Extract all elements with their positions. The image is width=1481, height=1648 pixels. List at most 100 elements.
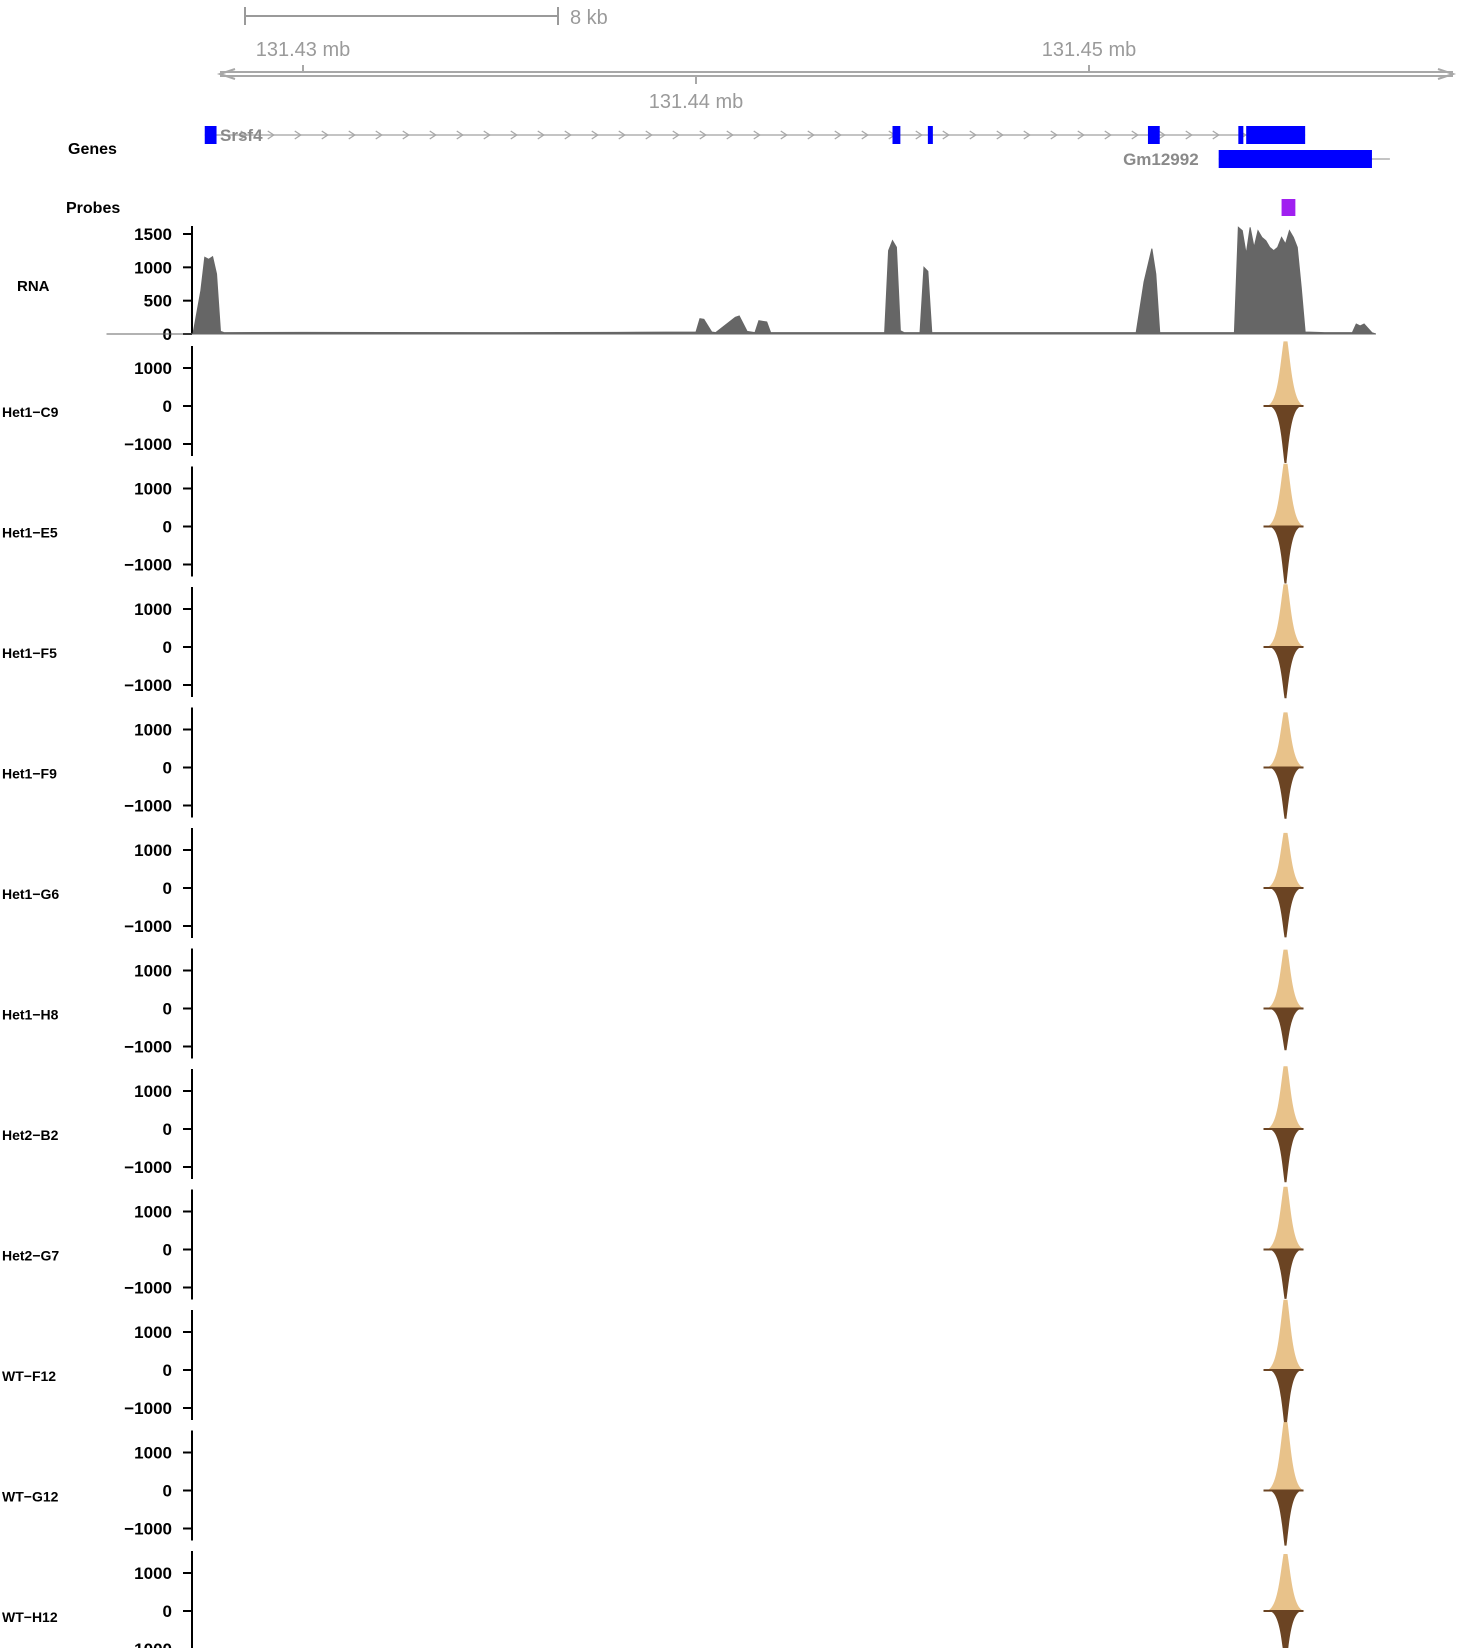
exon [927, 126, 933, 144]
strand-arrow [510, 130, 518, 140]
sample-y-tick-label: −1000 [124, 1158, 172, 1177]
sample-y-tick-label: 0 [163, 1120, 172, 1139]
positive-peak [1266, 1066, 1305, 1129]
strand-arrow [456, 130, 464, 140]
sample-y-tick-label: −1000 [124, 556, 172, 575]
sample-y-tick-label: −1000 [124, 676, 172, 695]
sample-y-tick-label: 0 [163, 397, 172, 416]
probes-track-label: Probes [66, 200, 120, 217]
sample-y-tick-label: 1000 [134, 721, 172, 740]
sample-track: −1000 0 1000 Het1−F9 [2, 707, 1305, 819]
negative-peak [1269, 1008, 1302, 1051]
strand-arrow [834, 130, 842, 140]
sample-track: −1000 0 1000 WT−G12 [2, 1422, 1305, 1546]
strand-arrow [699, 130, 707, 140]
positive-peak [1266, 1299, 1305, 1370]
positive-peak [1266, 832, 1305, 888]
sample-y-tick-label: −1000 [124, 1279, 172, 1298]
sample-y-tick-label: −1000 [124, 435, 172, 454]
sample-y-tick-label: −1000 [124, 1038, 172, 1057]
negative-peak [1269, 888, 1302, 938]
genes-track-label: Genes [68, 141, 117, 158]
sample-y-tick-label: 1000 [134, 1444, 172, 1463]
sample-label: Het2−G7 [2, 1248, 59, 1264]
sample-label: Het2−B2 [2, 1127, 59, 1143]
sample-y-tick-label: 1000 [134, 841, 172, 860]
exon [1246, 126, 1306, 144]
exon [1218, 150, 1372, 168]
sample-track: −1000 0 1000 Het1−E5 [2, 463, 1305, 584]
scale-bar-label: 8 kb [570, 7, 608, 29]
sample-y-tick-label: 0 [163, 1482, 172, 1501]
sample-track: −1000 0 1000 WT−F12 [2, 1299, 1305, 1427]
sample-track: −1000 0 1000 Het2−G7 [2, 1186, 1305, 1300]
scale-bar: 8 kb [244, 7, 608, 29]
exon [1238, 126, 1244, 144]
strand-arrow [1077, 130, 1085, 140]
strand-arrow [483, 130, 491, 140]
positive-peak [1266, 1186, 1305, 1250]
sample-track: −1000 0 1000 Het2−B2 [2, 1066, 1305, 1183]
negative-peak [1269, 1249, 1302, 1299]
negative-peak [1269, 526, 1302, 584]
strand-arrow [240, 130, 248, 140]
rna-track-label: RNA [17, 278, 50, 295]
sample-y-tick-label: 0 [163, 1602, 172, 1621]
positive-peak [1266, 712, 1305, 768]
strand-arrow [1050, 130, 1058, 140]
strand-arrow [321, 130, 329, 140]
strand-arrow [1104, 130, 1112, 140]
probes-track [1281, 199, 1296, 216]
strand-arrow [1185, 130, 1193, 140]
sample-label: Het1−F9 [2, 766, 57, 782]
sample-y-tick-label: 0 [163, 1241, 172, 1260]
strand-arrow [402, 130, 410, 140]
gene-label-srsf4: Srsf4 [220, 126, 263, 145]
sample-label: Het1−E5 [2, 525, 58, 541]
strand-arrow [942, 130, 950, 140]
sample-label: WT−H12 [2, 1609, 58, 1625]
sample-tracks: −1000 0 1000 Het1−C9 −1000 0 1000 Het1−E5 −1000 0… [2, 341, 1305, 1648]
exon [204, 126, 217, 144]
sample-y-tick-label: 0 [163, 1361, 172, 1380]
sample-y-tick-label: −1000 [124, 797, 172, 816]
sample-y-tick-label: 1000 [134, 480, 172, 499]
sample-y-tick-label: 1000 [134, 1564, 172, 1583]
genome-axis: 131.43 mb 131.44 mb 131.45 mb [216, 39, 1457, 113]
strand-arrow [348, 130, 356, 140]
sample-y-tick-label: 0 [163, 879, 172, 898]
strand-arrow [969, 130, 977, 140]
sample-label: WT−G12 [2, 1489, 59, 1505]
sample-y-tick-label: 0 [163, 1000, 172, 1019]
negative-peak [1269, 647, 1302, 699]
positive-peak [1266, 949, 1305, 1009]
genes-track: Srsf4 Gm12992 [204, 126, 1390, 169]
strand-arrow [726, 130, 734, 140]
strand-arrow [1023, 130, 1031, 140]
sample-track: −1000 0 1000 Het1−F5 [2, 584, 1305, 699]
rna-coverage-area [106, 226, 1377, 335]
probe [1281, 199, 1296, 216]
strand-arrow [672, 130, 680, 140]
rna-y-tick-label: 1500 [134, 225, 172, 244]
strand-arrow [996, 130, 1004, 140]
genome-axis-tick-label: 131.45 mb [1042, 39, 1137, 61]
sample-y-tick-label: −1000 [124, 917, 172, 936]
positive-peak [1266, 1422, 1305, 1491]
strand-arrow [1158, 130, 1166, 140]
negative-peak [1269, 1611, 1302, 1648]
sample-track: −1000 0 1000 Het1−H8 [2, 948, 1305, 1059]
strand-arrow [861, 130, 869, 140]
strand-arrow [267, 130, 275, 140]
strand-arrow [807, 130, 815, 140]
strand-arrow [537, 130, 545, 140]
sample-y-tick-label: −1000 [124, 1520, 172, 1539]
positive-peak [1266, 584, 1305, 647]
sample-y-tick-label: 0 [163, 518, 172, 537]
strand-arrow [375, 130, 383, 140]
sample-y-tick-label: 1000 [134, 962, 172, 981]
sample-track: −1000 0 1000 WT−H12 [2, 1551, 1305, 1648]
negative-peak [1269, 767, 1302, 819]
